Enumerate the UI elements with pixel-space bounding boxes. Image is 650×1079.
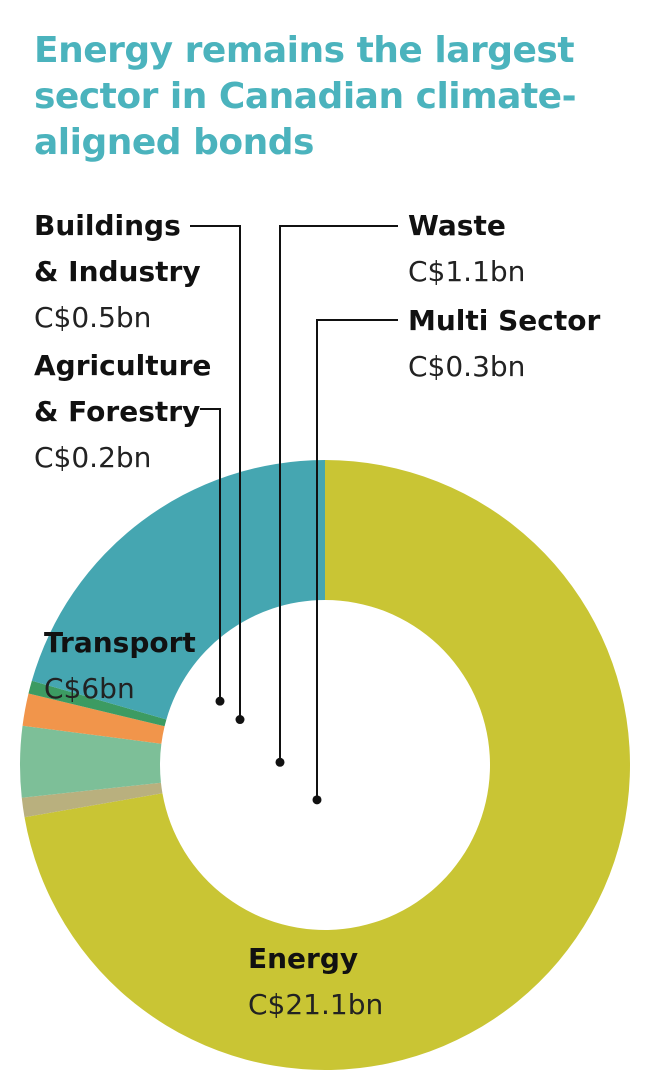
slice-waste bbox=[19, 725, 162, 798]
label-agriculture-and-forestry-line-2: & Forestry bbox=[34, 395, 200, 428]
label-multi-sector: Multi Sector bbox=[408, 304, 601, 337]
label-transport: Transport bbox=[44, 626, 196, 659]
slice-labels: Energy C$21.1bn Multi Sector C$0.3bn Waste C$… bbox=[34, 209, 601, 1021]
value-agriculture-and-forestry: C$0.2bn bbox=[34, 441, 151, 474]
leader-dot-buildings-and-industry bbox=[235, 715, 245, 725]
slice-transport bbox=[31, 460, 326, 720]
donut-slices bbox=[19, 460, 631, 1070]
value-multi-sector: C$0.3bn bbox=[408, 350, 525, 383]
slice-buildings-and-industry bbox=[22, 693, 165, 744]
label-buildings-and-industry-line-2: & Industry bbox=[34, 255, 201, 288]
leader-dot-waste bbox=[275, 757, 285, 767]
leader-multi-sector bbox=[316, 319, 398, 800]
chart-title: Energy remains the largest sector in Can… bbox=[34, 30, 577, 163]
slice-multi-sector bbox=[21, 782, 163, 818]
value-waste: C$1.1bn bbox=[408, 255, 525, 288]
label-buildings-and-industry-line-1: Buildings bbox=[34, 209, 181, 242]
label-agriculture-and-forestry-line-1: Agriculture bbox=[34, 349, 211, 382]
leader-lines bbox=[190, 225, 398, 805]
slice-energy bbox=[24, 460, 631, 1070]
leader-buildings-and-industry bbox=[190, 225, 241, 720]
value-energy: C$21.1bn bbox=[248, 988, 383, 1021]
leader-dot-multi-sector bbox=[312, 795, 322, 805]
value-buildings-and-industry: C$0.5bn bbox=[34, 301, 151, 334]
label-waste: Waste bbox=[408, 209, 506, 242]
label-energy: Energy bbox=[248, 942, 358, 975]
value-transport: C$6bn bbox=[44, 672, 135, 705]
slice-agriculture-and-forestry bbox=[28, 680, 167, 727]
leader-agriculture-and-forestry bbox=[200, 408, 221, 702]
leader-waste bbox=[279, 225, 398, 763]
leader-dot-agriculture-and-forestry bbox=[215, 696, 225, 706]
